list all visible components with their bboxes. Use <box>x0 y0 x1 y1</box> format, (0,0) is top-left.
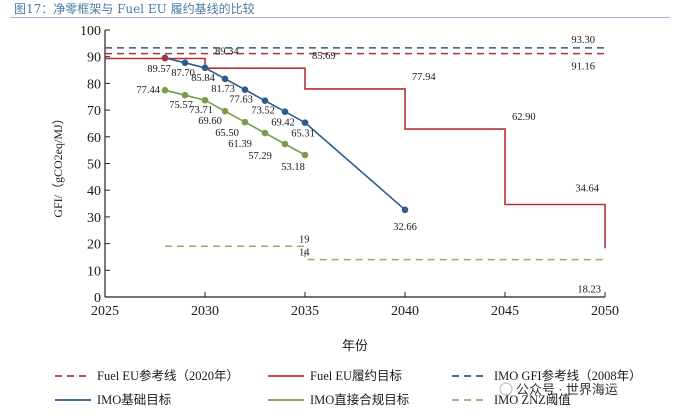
legend-item-3: IMO基础目标 <box>97 393 171 407</box>
data-label: 91.16 <box>571 62 595 73</box>
y-tick-label: 30 <box>87 211 101 226</box>
series-4 <box>161 86 309 159</box>
data-point <box>241 118 249 126</box>
data-label: 69.60 <box>198 116 222 127</box>
x-tick-label: 2050 <box>591 304 619 319</box>
data-point <box>181 91 189 99</box>
data-label: 62.90 <box>512 112 536 123</box>
data-label: 75.57 <box>169 100 193 111</box>
y-tick-label: 70 <box>87 104 101 119</box>
data-point <box>162 55 168 62</box>
data-point <box>221 107 229 115</box>
data-label: 89.57 <box>147 64 171 75</box>
y-tick-label: 100 <box>80 24 101 39</box>
y-tick-label: 50 <box>87 158 101 173</box>
x-tick-label: 2040 <box>391 304 419 319</box>
figure-caption: 图17：净零框架与 Fuel EU 履约基线的比较 <box>14 2 255 16</box>
legend-item-0: Fuel EU参考线（2020年） <box>97 368 239 383</box>
x-axis-title: 年份 <box>342 338 368 353</box>
data-label: 85.69 <box>312 51 336 62</box>
data-point <box>241 86 249 94</box>
data-point <box>281 140 289 148</box>
series-line-5 <box>165 245 605 261</box>
data-point <box>261 97 269 105</box>
data-label: 57.29 <box>248 151 272 162</box>
data-point <box>301 151 309 159</box>
data-point <box>261 129 269 137</box>
y-tick-label: 20 <box>87 238 101 253</box>
data-label: 19 <box>299 234 310 245</box>
data-label: 69.42 <box>271 118 295 129</box>
legend-item-5: IMO ZNZ阈值 <box>494 392 571 407</box>
data-label: 87.70 <box>171 68 195 79</box>
watermark: 公众号 · 世界海运 <box>516 382 618 397</box>
series-line-4 <box>164 89 306 156</box>
x-tick-label: 2030 <box>191 304 219 319</box>
series-5 <box>165 245 605 261</box>
data-label: 53.18 <box>281 162 305 173</box>
caption-divider <box>10 17 670 18</box>
data-label: 73.71 <box>189 105 213 116</box>
y-tick-label: 40 <box>87 184 101 199</box>
legend-item-2: IMO GFI参考线（2008年） <box>494 368 642 383</box>
series-line-1 <box>105 57 606 249</box>
data-label: 77.94 <box>412 72 436 83</box>
data-label: 81.73 <box>211 84 235 95</box>
data-label: 77.44 <box>136 85 160 96</box>
data-point <box>221 75 229 83</box>
x-tick-label: 2035 <box>291 304 319 319</box>
y-axis-title: GFI/（gCO2eq/MJ） <box>51 112 65 217</box>
data-label: 65.50 <box>215 128 239 139</box>
legend-item-4: IMO直接合规目标 <box>310 392 409 407</box>
y-tick-label: 90 <box>87 51 101 66</box>
data-label: 18.23 <box>577 284 601 295</box>
data-point <box>161 86 169 94</box>
y-tick-label: 60 <box>87 131 101 146</box>
data-point <box>401 206 409 214</box>
x-tick-label: 2025 <box>91 304 119 319</box>
legend-item-1: Fuel EU履约目标 <box>310 368 402 383</box>
data-point <box>301 119 309 126</box>
data-point <box>201 64 209 72</box>
x-tick-label: 2045 <box>491 304 519 319</box>
data-label: 32.66 <box>393 222 417 233</box>
data-label: 73.52 <box>251 106 275 117</box>
series-1 <box>105 57 606 249</box>
data-point <box>181 59 189 67</box>
wechat-logo-icon <box>499 382 513 396</box>
data-label: 14 <box>299 248 310 259</box>
data-label: 85.84 <box>191 73 215 84</box>
data-point <box>281 108 289 115</box>
data-label: 34.64 <box>575 184 599 195</box>
y-tick-label: 80 <box>87 77 101 92</box>
data-label: 61.39 <box>228 139 252 150</box>
data-point <box>201 96 209 104</box>
data-label: 77.63 <box>229 95 253 106</box>
data-label: 65.31 <box>291 129 315 140</box>
y-tick-label: 10 <box>87 264 101 279</box>
y-tick-label: 0 <box>94 291 101 306</box>
data-label: 93.30 <box>571 35 595 46</box>
data-label: 89.34 <box>215 46 239 57</box>
